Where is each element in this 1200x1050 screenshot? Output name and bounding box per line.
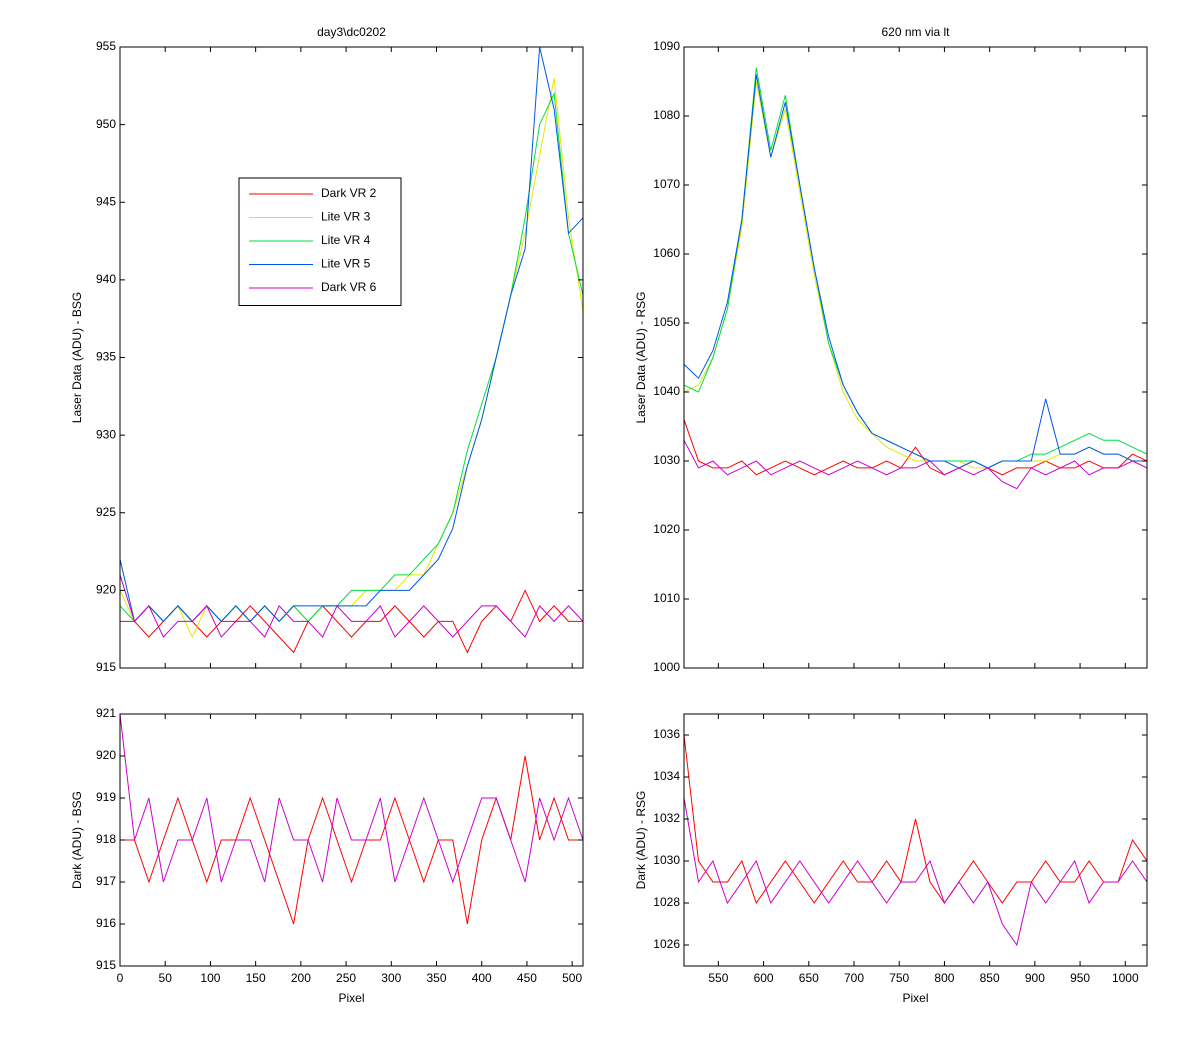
y-axis-label: Dark (ADU) - BSG [70,791,84,889]
x-tick-label: 800 [934,971,954,985]
y-tick-label: 955 [96,39,116,53]
chart-title: 620 nm via lt [881,25,950,39]
series-line [684,734,1147,905]
plot-area [684,47,1147,668]
y-tick-label: 1030 [653,853,680,867]
y-tick-label: 950 [96,117,116,131]
y-tick-label: 945 [96,194,116,208]
x-tick-label: 250 [336,971,356,985]
x-axis-label: Pixel [338,991,364,1005]
legend-label: Dark VR 2 [321,186,377,200]
y-tick-label: 1010 [653,591,680,605]
x-tick-label: 500 [562,971,582,985]
y-axis-label: Laser Data (ADU) - RSG [634,291,648,423]
y-tick-label: 1030 [653,453,680,467]
x-tick-label: 50 [159,971,173,985]
y-tick-label: 1060 [653,246,680,260]
y-tick-label: 919 [96,790,116,804]
plot-area [684,714,1147,966]
x-tick-label: 900 [1025,971,1045,985]
chart-title: day3\dc0202 [317,25,386,39]
series-line [120,574,583,638]
x-tick-label: 100 [200,971,220,985]
x-tick-label: 1000 [1112,971,1139,985]
y-tick-label: 1036 [653,727,680,741]
x-tick-label: 950 [1070,971,1090,985]
x-tick-label: 300 [381,971,401,985]
series-line [684,797,1147,947]
y-tick-label: 1034 [653,769,680,783]
series-line [684,74,1147,469]
y-tick-label: 1020 [653,522,680,536]
x-tick-label: 550 [708,971,728,985]
x-tick-label: 0 [117,971,124,985]
series-group [684,67,1147,490]
y-tick-label: 921 [96,706,116,720]
y-axis-label: Laser Data (ADU) - BSG [70,292,84,423]
y-tick-label: 925 [96,505,116,519]
series-line [120,714,583,884]
y-tick-label: 1070 [653,177,680,191]
y-tick-label: 920 [96,748,116,762]
legend-box [238,177,402,306]
x-axis-label: Pixel [902,991,928,1005]
y-tick-label: 940 [96,272,116,286]
legend-label: Lite VR 4 [321,233,371,247]
legend-label: Lite VR 3 [321,210,371,224]
y-tick-label: 1090 [653,39,680,53]
y-tick-label: 1040 [653,384,680,398]
legend-label: Lite VR 5 [321,257,371,271]
axes-box [683,46,1148,669]
y-tick-label: 915 [96,660,116,674]
legend-label: Dark VR 6 [321,280,377,294]
y-tick-label: 1000 [653,660,680,674]
y-tick-label: 920 [96,583,116,597]
x-tick-label: 600 [754,971,774,985]
x-tick-label: 200 [291,971,311,985]
x-tick-label: 400 [472,971,492,985]
plot-area [120,47,583,668]
x-tick-label: 150 [246,971,266,985]
x-tick-label: 750 [889,971,909,985]
series-group [120,714,583,925]
y-tick-label: 1080 [653,108,680,122]
x-tick-label: 350 [426,971,446,985]
series-group [120,47,583,654]
y-tick-label: 918 [96,832,116,846]
x-tick-label: 850 [980,971,1000,985]
y-tick-label: 1032 [653,811,680,825]
y-tick-label: 1050 [653,315,680,329]
y-axis-label: Dark (ADU) - RSG [634,791,648,890]
x-tick-label: 450 [517,971,537,985]
y-tick-label: 935 [96,350,116,364]
x-tick-label: 700 [844,971,864,985]
axes-box [683,713,1148,967]
y-tick-label: 1026 [653,937,680,951]
x-tick-label: 650 [799,971,819,985]
series-line [684,419,1147,476]
y-tick-label: 930 [96,427,116,441]
y-tick-label: 1028 [653,895,680,909]
y-tick-label: 917 [96,874,116,888]
series-line [684,440,1147,490]
y-tick-label: 915 [96,958,116,972]
series-group [684,734,1147,947]
y-tick-label: 916 [96,916,116,930]
